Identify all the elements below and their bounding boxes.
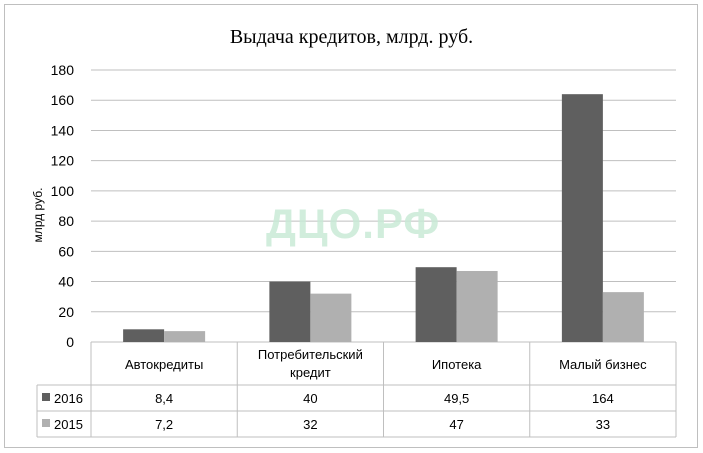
chart-title: Выдача кредитов, млрд. руб.: [229, 26, 474, 48]
legend-label-2016: 2016: [54, 391, 83, 406]
table-cell-2015-1: 32: [303, 417, 317, 432]
table-cell-2015-2: 47: [449, 417, 463, 432]
watermark: ДЦО.РФ: [266, 200, 441, 247]
y-tick-label: 20: [58, 304, 74, 320]
legend-key-2015: [42, 419, 50, 427]
legend-key-2016: [42, 393, 50, 401]
bar-2016-3: [561, 94, 603, 342]
x-category-label: Ипотека: [432, 357, 482, 372]
table-cell-2016-2: 49,5: [444, 391, 469, 406]
bar-2016-2: [415, 267, 457, 342]
bar-2015-0: [164, 331, 206, 342]
bar-2015-2: [456, 270, 498, 342]
y-tick-label: 140: [51, 122, 75, 138]
table-cell-2016-0: 8,4: [155, 391, 173, 406]
y-tick-label: 80: [58, 213, 74, 229]
table-cell-2016-1: 40: [303, 391, 317, 406]
bar-2016-1: [269, 281, 311, 342]
y-tick-label: 180: [51, 62, 75, 78]
y-tick-label: 100: [51, 183, 75, 199]
table-cell-2015-3: 33: [596, 417, 610, 432]
legend-label-2015: 2015: [54, 417, 83, 432]
x-category-label: Потребительский: [258, 347, 363, 362]
y-tick-label: 40: [58, 274, 74, 290]
y-tick-label: 120: [51, 153, 75, 169]
x-category-label: Малый бизнес: [559, 357, 647, 372]
x-category-label: Автокредиты: [125, 357, 203, 372]
y-tick-label: 60: [58, 243, 74, 259]
y-tick-label: 0: [66, 334, 74, 350]
y-tick-label: 160: [51, 92, 75, 108]
table-cell-2015-0: 7,2: [155, 417, 173, 432]
table-cell-2016-3: 164: [592, 391, 614, 406]
bar-2015-3: [602, 292, 644, 342]
x-category-label: кредит: [290, 365, 331, 380]
bar-2016-0: [123, 329, 165, 342]
bar-2015-1: [310, 293, 352, 342]
